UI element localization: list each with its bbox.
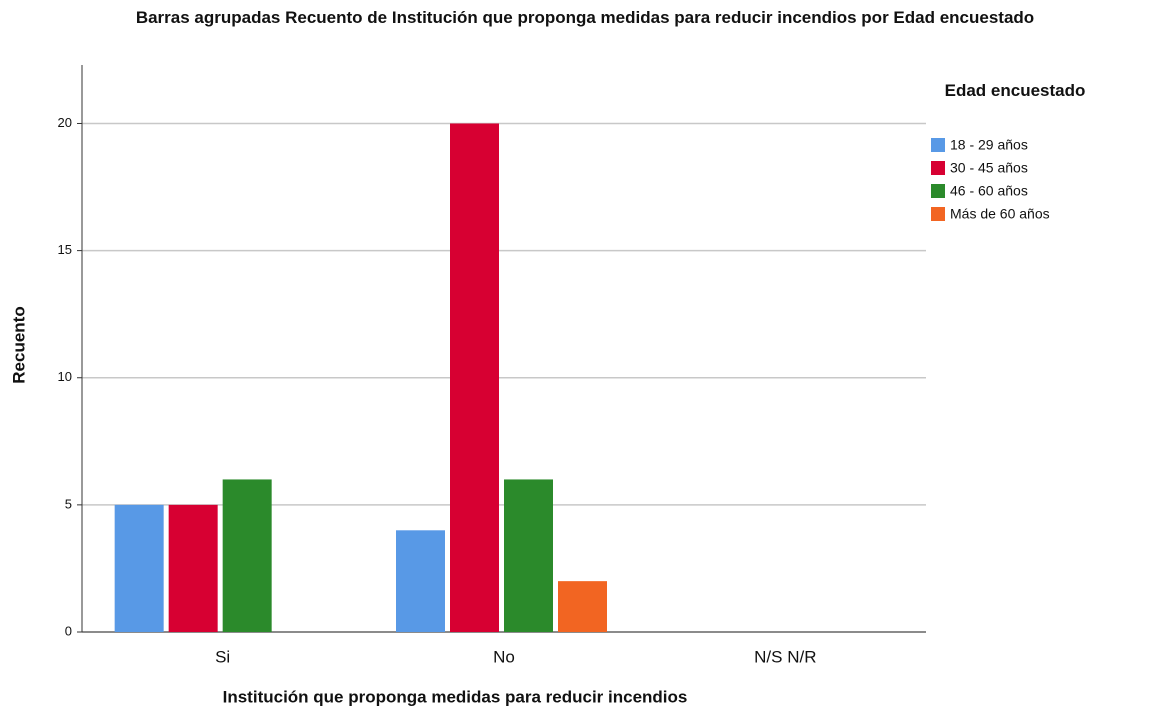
legend-title: Edad encuestado [944, 81, 1086, 100]
x-tick-label: N/S N/R [754, 647, 816, 666]
bar [114, 504, 164, 632]
bar [222, 479, 272, 632]
legend-swatch [931, 161, 945, 175]
legend-label: 46 - 60 años [950, 183, 1028, 199]
y-axis-label: Recuento [9, 306, 28, 383]
bar [504, 479, 553, 632]
legend-label: 18 - 29 años [950, 137, 1028, 153]
legend-swatch [931, 184, 945, 198]
legend-swatch [931, 207, 945, 221]
bar [168, 504, 218, 632]
bar [558, 581, 607, 632]
x-axis-label: Institución que proponga medidas para re… [223, 687, 688, 706]
x-tick-label: Si [215, 647, 230, 666]
y-tick-label: 0 [65, 623, 72, 638]
y-tick-label: 5 [65, 496, 72, 511]
chart-title: Barras agrupadas Recuento de Institución… [135, 8, 1035, 27]
x-tick-label: No [493, 647, 515, 666]
bar [396, 530, 445, 632]
legend-swatch [931, 138, 945, 152]
legend-label: Más de 60 años [950, 206, 1050, 222]
y-tick-label: 20 [58, 115, 72, 130]
y-tick-label: 15 [58, 242, 72, 257]
bar [450, 123, 499, 632]
y-tick-label: 10 [58, 369, 72, 384]
legend-label: 30 - 45 años [950, 160, 1028, 176]
